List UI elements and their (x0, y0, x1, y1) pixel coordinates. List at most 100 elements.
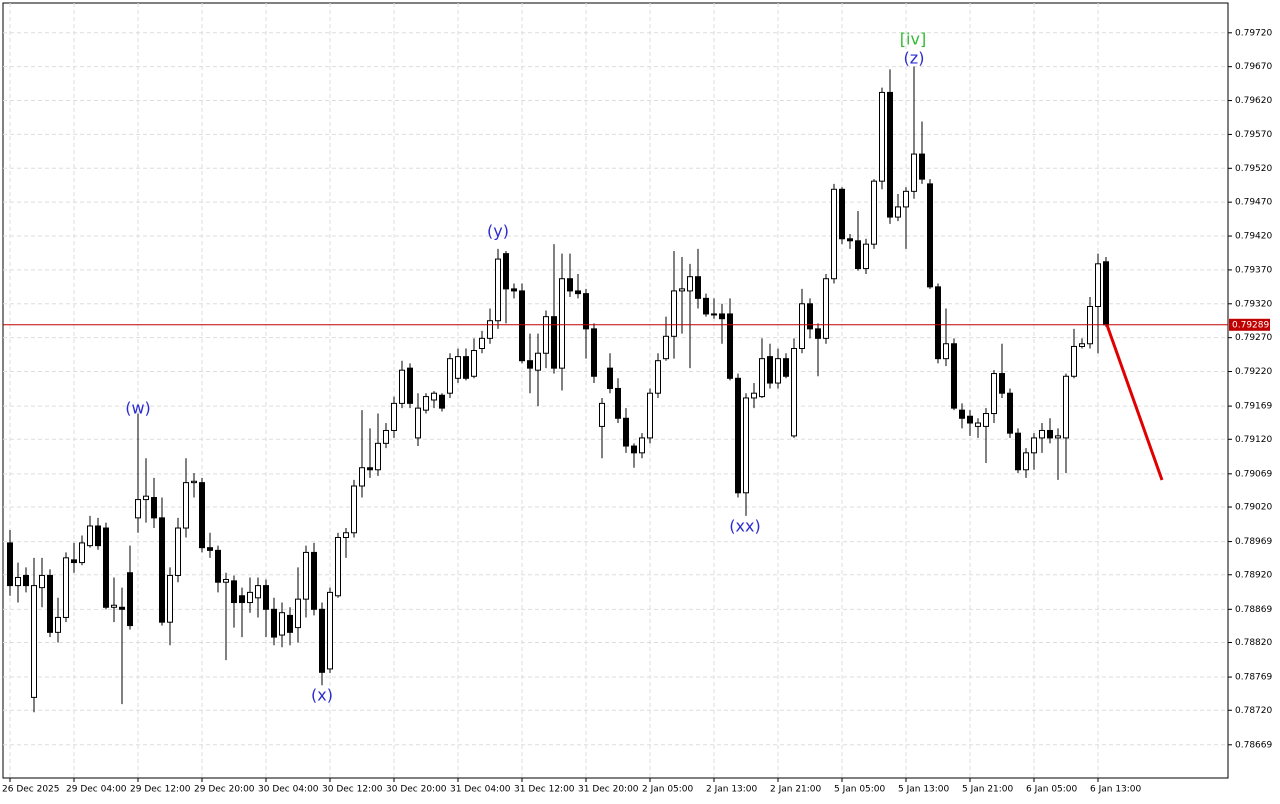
y-tick-label: 0.79570 (1235, 130, 1272, 140)
candle-body (799, 303, 805, 349)
candle-body (487, 320, 493, 339)
wave-label: [iv] (900, 30, 926, 49)
candle-body (999, 373, 1005, 394)
candle-body (135, 499, 141, 519)
candle-body (255, 585, 261, 599)
candle-body (7, 542, 13, 587)
candle-body (95, 525, 101, 547)
y-tick-label: 0.79169 (1235, 402, 1272, 412)
candle-body (919, 153, 925, 180)
candle-body (15, 576, 21, 587)
candle-body (559, 278, 565, 369)
candle-body (439, 394, 445, 409)
candle-body (375, 442, 381, 471)
candle-body (327, 591, 333, 670)
candle-body (655, 360, 661, 394)
candle-body (1063, 375, 1069, 439)
candle-body (831, 188, 837, 280)
forecast-arrow (1105, 324, 1164, 481)
candle-body (71, 559, 77, 564)
x-tick-label: 6 Jan 05:00 (1026, 785, 1078, 795)
y-tick-label: 0.79670 (1235, 62, 1272, 72)
candle-body (1079, 343, 1085, 347)
candle-body (647, 392, 653, 439)
y-tick-label: 0.79020 (1235, 503, 1272, 513)
candle-body (431, 392, 437, 401)
price-tag-label: 0.79289 (1232, 320, 1269, 330)
candle-body (871, 180, 877, 245)
candle-body (607, 367, 613, 389)
candle-body (783, 358, 789, 377)
candle-body (575, 290, 581, 295)
candle-body (143, 495, 149, 501)
x-tick-label: 2 Jan 21:00 (770, 785, 822, 795)
candle-body (735, 377, 741, 494)
candle-body (495, 258, 501, 322)
candle-body (279, 612, 285, 636)
price-tag (1229, 318, 1270, 331)
candle-body (199, 482, 205, 549)
candle-body (31, 585, 37, 698)
candle-body (111, 604, 117, 608)
candle-body (1103, 261, 1109, 326)
candle-body (1055, 435, 1061, 439)
candle-body (863, 243, 869, 270)
candle-body (351, 485, 357, 534)
y-tick-label: 0.78669 (1235, 740, 1272, 750)
candle-body (359, 467, 365, 487)
candle-body (527, 360, 533, 369)
candle-body (895, 206, 901, 218)
wave-label: (y) (487, 222, 509, 241)
y-tick-label: 0.79120 (1235, 435, 1272, 445)
candle-body (1095, 263, 1101, 307)
candle-body (175, 527, 181, 576)
candle-body (1031, 437, 1037, 454)
candle-body (407, 367, 413, 404)
candle-body (1007, 392, 1013, 434)
candle-body (1015, 432, 1021, 471)
candle-body (391, 402, 397, 431)
candle-body (1047, 429, 1053, 439)
candle-body (295, 598, 301, 629)
candle-body (223, 579, 229, 583)
candle-body (591, 328, 597, 377)
candle-body (967, 415, 973, 424)
candle-body (719, 313, 725, 320)
candle-body (415, 407, 421, 439)
y-tick-label: 0.79720 (1235, 28, 1272, 38)
candle-body (311, 551, 317, 610)
candle-body (23, 574, 29, 587)
candle-body (87, 525, 93, 547)
candle-body (903, 190, 909, 208)
y-tick-label: 0.79420 (1235, 232, 1272, 242)
candle-body (879, 91, 885, 182)
candle-body (751, 392, 757, 399)
candle-body (679, 288, 685, 292)
candle-body (39, 574, 45, 589)
candle-body (55, 616, 61, 633)
candle-body (631, 445, 637, 454)
candle-body (855, 240, 861, 270)
candle-body (215, 549, 221, 583)
candle-body (975, 422, 981, 427)
wave-label: (xx) (729, 517, 760, 536)
wave-label: (x) (311, 686, 333, 705)
candle-body (671, 290, 677, 337)
candle-body (319, 608, 325, 673)
x-tick-label: 29 Dec 12:00 (130, 785, 191, 795)
x-tick-label: 31 Dec 20:00 (578, 785, 639, 795)
candle-body (383, 429, 389, 444)
candle-body (551, 316, 557, 369)
x-tick-label: 29 Dec 04:00 (66, 785, 127, 795)
candle-body (447, 358, 453, 394)
wave-label: (z) (904, 49, 925, 68)
candle-body (207, 547, 213, 551)
candle-body (335, 537, 341, 597)
candle-body (103, 527, 109, 608)
candle-body (287, 614, 293, 633)
candle-body (511, 288, 517, 292)
candle-body (711, 313, 717, 316)
candle-body (535, 352, 541, 371)
candle-body (991, 373, 997, 415)
